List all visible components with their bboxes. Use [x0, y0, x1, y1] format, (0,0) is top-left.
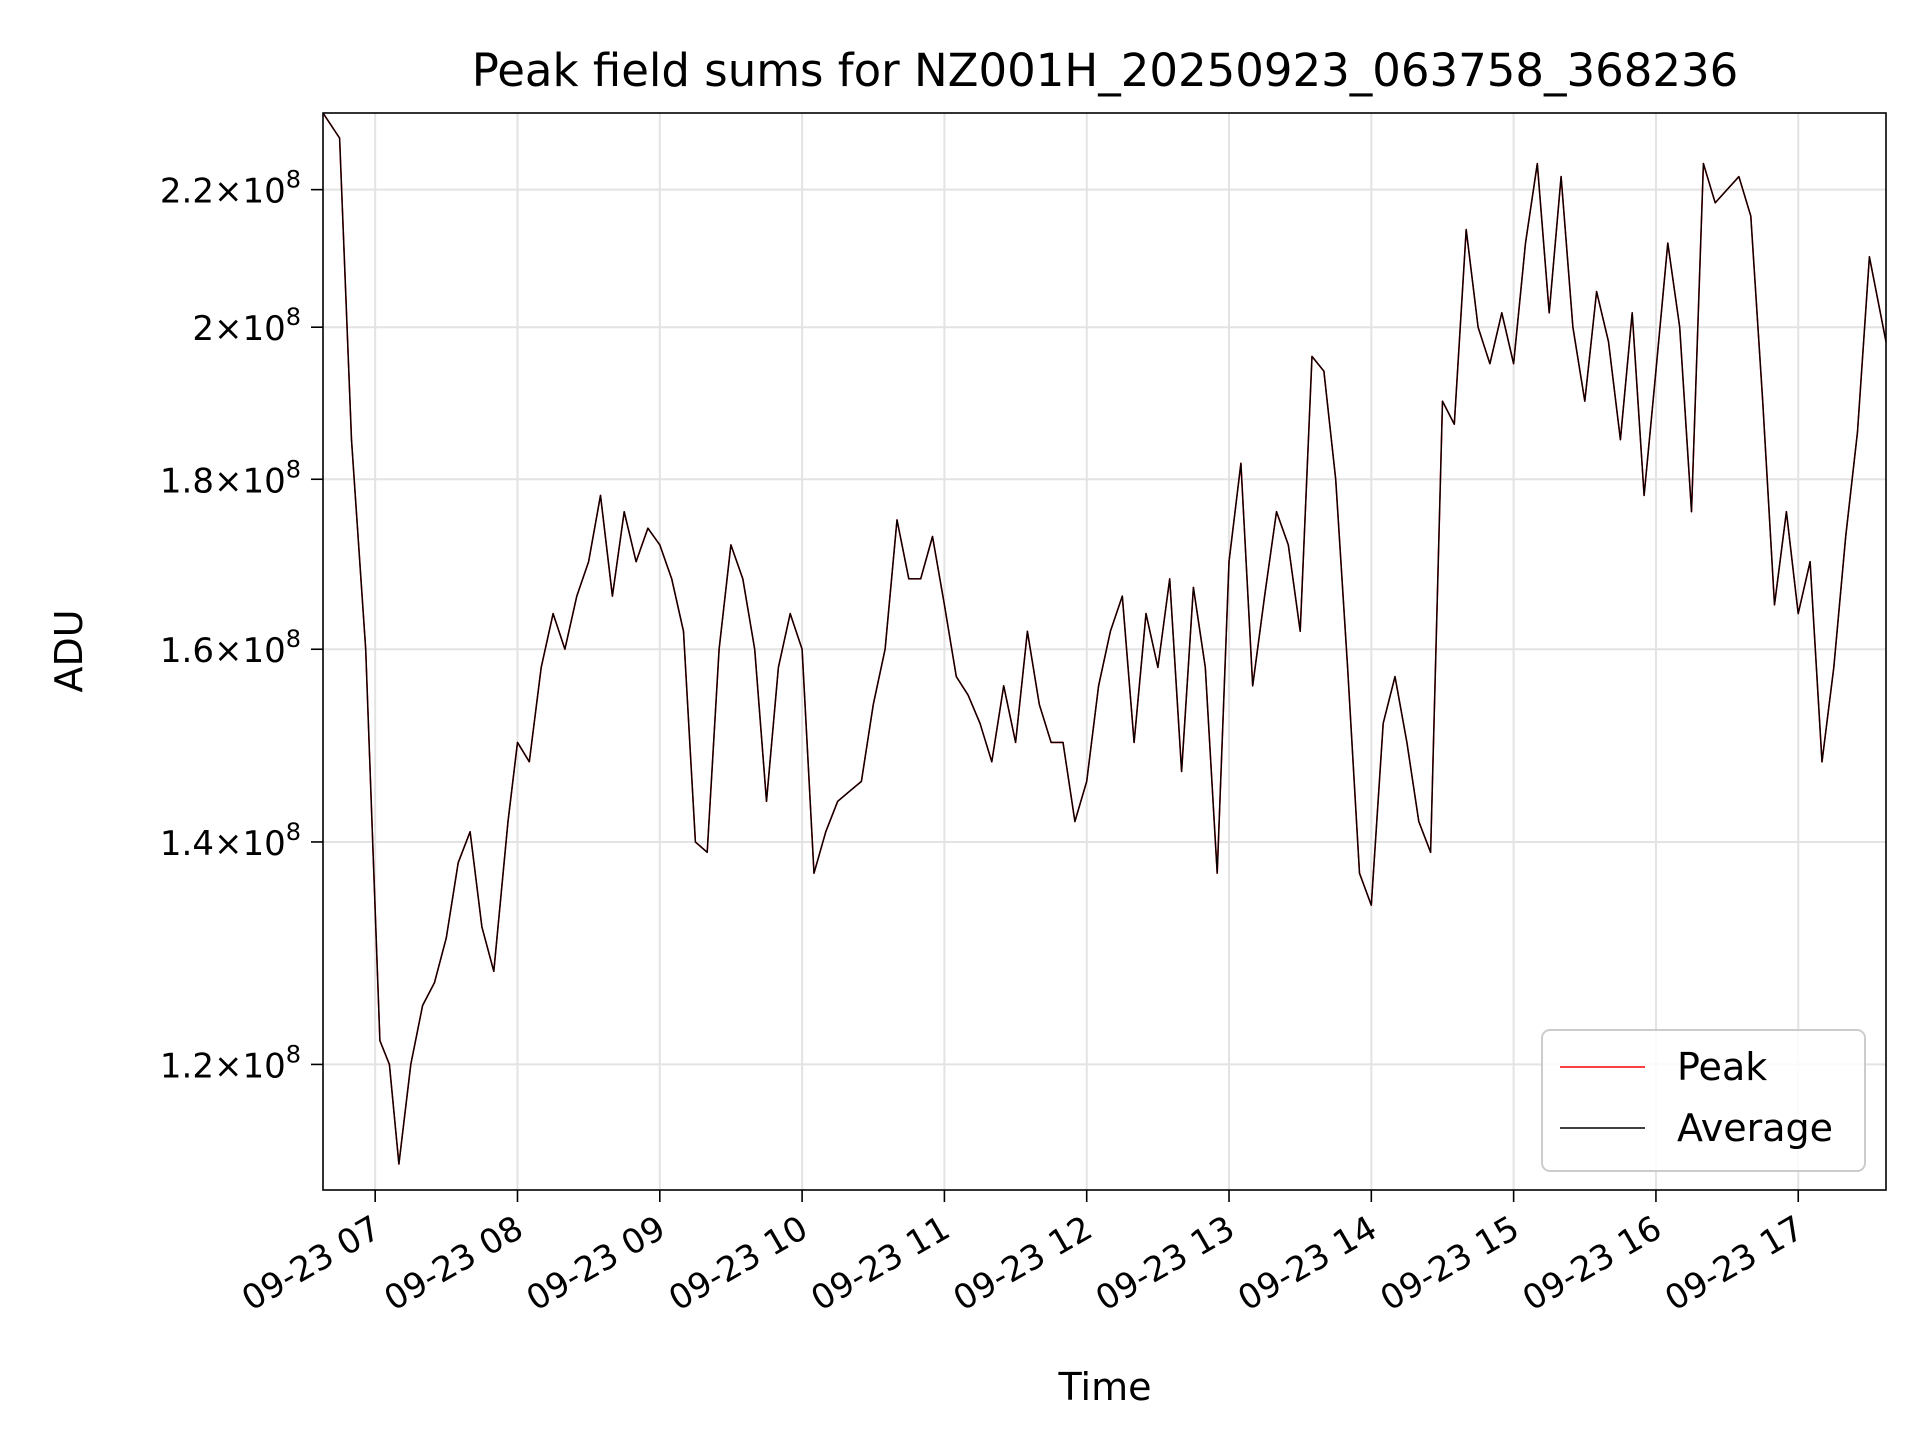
- y-tick-label: 2.2×108: [160, 166, 301, 212]
- legend-peak-label: Peak: [1677, 1045, 1767, 1089]
- chart-title: Peak field sums for NZ001H_20250923_0637…: [472, 44, 1739, 97]
- plot-frame: [322, 112, 1887, 1191]
- legend-box: [1541, 1029, 1866, 1172]
- x-tick-label: 09-23 07: [235, 1208, 387, 1319]
- y-tick-label: 2×108: [192, 303, 301, 349]
- legend: Peak Average: [1541, 1029, 1866, 1172]
- y-tick-label: 1.6×108: [160, 625, 301, 671]
- x-tick-label: 09-23 11: [805, 1208, 957, 1319]
- x-tick-label: 09-23 17: [1658, 1208, 1810, 1319]
- grid: [323, 113, 1886, 1190]
- y-axis-label: ADU: [47, 609, 91, 692]
- y-tick-label: 1.2×108: [160, 1040, 301, 1086]
- x-tick-label: 09-23 08: [378, 1208, 530, 1319]
- x-tick-label: 09-23 13: [1089, 1208, 1241, 1319]
- x-tick-label: 09-23 09: [520, 1208, 672, 1319]
- y-tick-label: 1.4×108: [160, 818, 301, 864]
- x-tick-label: 09-23 15: [1374, 1208, 1526, 1319]
- x-tick-label: 09-23 14: [1231, 1208, 1383, 1319]
- x-tick-label: 09-23 16: [1516, 1208, 1668, 1319]
- x-tick-label: 09-23 12: [947, 1208, 1099, 1319]
- x-tick-label: 09-23 10: [662, 1208, 814, 1319]
- plot-lines: [322, 112, 1887, 1165]
- y-axis-ticks: 1.2×108 1.4×108 1.6×108 1.8×108 2×108 2.2×108: [160, 166, 323, 1086]
- average-series-line: [322, 112, 1887, 1165]
- y-tick-label: 1.8×108: [160, 455, 301, 501]
- x-axis-label: Time: [1058, 1365, 1152, 1409]
- peak-series-line: [322, 112, 1887, 1165]
- legend-average-label: Average: [1677, 1106, 1833, 1150]
